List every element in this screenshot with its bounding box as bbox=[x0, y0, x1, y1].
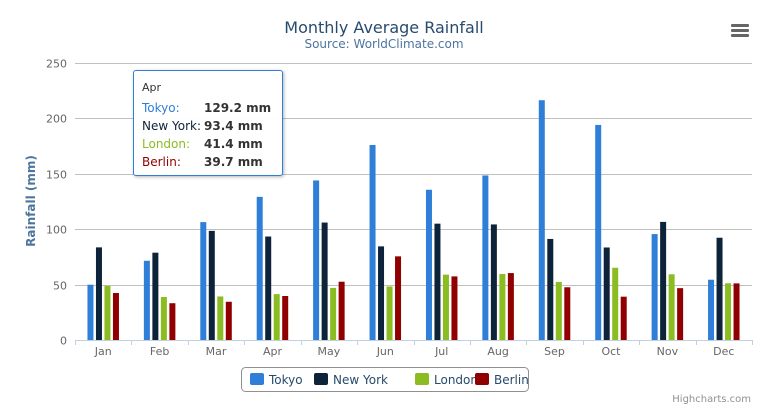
x-tick-label: Jul bbox=[434, 345, 448, 358]
x-tick-label: Jun bbox=[376, 345, 394, 358]
bar-berlin[interactable] bbox=[733, 283, 740, 340]
tooltip-value: 129.2 mm bbox=[204, 101, 272, 115]
x-tick-label: Apr bbox=[263, 345, 283, 358]
chart-title: Monthly Average Rainfall bbox=[284, 18, 483, 37]
bar-london[interactable] bbox=[104, 285, 111, 340]
bar-tokyo[interactable] bbox=[482, 175, 489, 340]
bar-london[interactable] bbox=[612, 267, 619, 340]
y-tick-label: 250 bbox=[46, 58, 67, 71]
y-tick-label: 150 bbox=[46, 169, 67, 182]
bar-new-york[interactable] bbox=[716, 237, 723, 340]
x-tick-label: Sep bbox=[544, 345, 565, 358]
bar-london[interactable] bbox=[273, 294, 280, 340]
legend-swatch bbox=[475, 373, 489, 385]
bar-new-york[interactable] bbox=[660, 221, 667, 340]
bar-new-york[interactable] bbox=[95, 247, 102, 340]
bar-berlin[interactable] bbox=[225, 301, 232, 340]
bar-tokyo[interactable] bbox=[595, 124, 602, 341]
x-tick-label: Mar bbox=[206, 345, 227, 358]
tooltip-row-newyork: New York: 93.4 mm bbox=[142, 117, 282, 135]
bar-tokyo[interactable] bbox=[256, 196, 263, 340]
bar-berlin[interactable] bbox=[282, 296, 289, 340]
legend-swatch bbox=[415, 373, 429, 385]
chart-subtitle: Source: WorldClimate.com bbox=[304, 37, 463, 51]
bar-new-york[interactable] bbox=[603, 247, 610, 340]
x-tick-label: Nov bbox=[657, 345, 679, 358]
credits-link[interactable]: Highcharts.com bbox=[672, 394, 751, 405]
tooltip-value: 93.4 mm bbox=[204, 119, 263, 133]
bar-new-york[interactable] bbox=[547, 238, 554, 340]
tooltip-row-berlin: Berlin: 39.7 mm bbox=[142, 153, 282, 171]
hamburger-menu-icon[interactable] bbox=[731, 24, 749, 38]
x-tick-label: Aug bbox=[487, 345, 508, 358]
bar-berlin[interactable] bbox=[620, 296, 627, 340]
bar-berlin[interactable] bbox=[395, 256, 402, 340]
x-tick-label: Feb bbox=[150, 345, 169, 358]
legend-item-london[interactable]: London bbox=[415, 373, 478, 387]
tooltip-series-name: Tokyo: bbox=[142, 101, 180, 115]
bar-tokyo[interactable] bbox=[425, 189, 432, 340]
bar-tokyo[interactable] bbox=[200, 222, 207, 340]
bar-new-york[interactable] bbox=[378, 246, 385, 340]
bar-new-york[interactable] bbox=[208, 230, 215, 340]
x-tick-label: Jan bbox=[94, 345, 112, 358]
tooltip-series-name: New York: bbox=[142, 119, 201, 133]
bar-new-york[interactable] bbox=[265, 236, 272, 340]
bar-berlin[interactable] bbox=[169, 303, 176, 340]
legend-box bbox=[241, 367, 529, 392]
x-tick-label: Dec bbox=[713, 345, 734, 358]
bar-tokyo[interactable] bbox=[708, 279, 715, 340]
legend-item-new-york[interactable]: New York bbox=[314, 373, 388, 387]
legend-item-berlin[interactable]: Berlin bbox=[475, 373, 529, 387]
bar-tokyo[interactable] bbox=[143, 260, 150, 340]
tooltip-header: Apr bbox=[142, 81, 162, 94]
bar-berlin[interactable] bbox=[338, 281, 345, 340]
tooltip: Apr Tokyo: 129.2 mm New York: 93.4 mm Lond… bbox=[133, 70, 283, 176]
bar-berlin[interactable] bbox=[112, 293, 119, 340]
y-axis-label: Rainfall (mm) bbox=[24, 155, 38, 247]
tooltip-row-tokyo: Tokyo: 129.2 mm bbox=[142, 99, 282, 117]
tooltip-series-name: Berlin: bbox=[142, 155, 181, 169]
bar-london[interactable] bbox=[217, 296, 224, 340]
y-tick-label: 0 bbox=[60, 335, 67, 348]
y-tick-label: 50 bbox=[53, 280, 67, 293]
bar-london[interactable] bbox=[668, 274, 675, 340]
legend-swatch bbox=[314, 373, 328, 385]
bar-new-york[interactable] bbox=[152, 252, 159, 340]
tooltip-row-london: London: 41.4 mm bbox=[142, 135, 282, 153]
legend-label: Tokyo bbox=[268, 373, 303, 387]
legend-item-tokyo[interactable]: Tokyo bbox=[250, 373, 303, 387]
tooltip-series-name: London: bbox=[142, 137, 191, 151]
bar-new-york[interactable] bbox=[490, 224, 497, 340]
tooltip-value: 41.4 mm bbox=[204, 137, 263, 151]
bar-london[interactable] bbox=[386, 286, 393, 340]
bar-berlin[interactable] bbox=[451, 276, 458, 340]
bar-london[interactable] bbox=[499, 273, 506, 340]
x-tick-label: Oct bbox=[601, 345, 621, 358]
y-tick-label: 200 bbox=[46, 113, 67, 126]
x-tick-label: May bbox=[318, 345, 341, 358]
bar-tokyo[interactable] bbox=[87, 284, 94, 340]
legend-label: New York bbox=[333, 373, 388, 387]
bar-new-york[interactable] bbox=[434, 223, 441, 340]
bar-tokyo[interactable] bbox=[313, 180, 320, 340]
tooltip-value: 39.7 mm bbox=[204, 155, 263, 169]
legend-label: Berlin bbox=[494, 373, 529, 387]
y-tick-label: 100 bbox=[46, 224, 67, 237]
bar-tokyo[interactable] bbox=[651, 234, 658, 340]
bar-tokyo[interactable] bbox=[369, 144, 376, 340]
legend-label: London bbox=[434, 373, 478, 387]
bar-london[interactable] bbox=[555, 281, 562, 340]
bar-london[interactable] bbox=[160, 297, 167, 340]
bar-new-york[interactable] bbox=[321, 222, 328, 340]
bar-berlin[interactable] bbox=[564, 287, 571, 340]
bar-tokyo[interactable] bbox=[538, 100, 545, 341]
bar-berlin[interactable] bbox=[507, 273, 514, 340]
legend-swatch bbox=[250, 373, 264, 385]
bar-london[interactable] bbox=[725, 283, 732, 340]
bar-london[interactable] bbox=[330, 287, 337, 340]
bar-london[interactable] bbox=[442, 274, 449, 340]
bar-berlin[interactable] bbox=[677, 288, 684, 340]
